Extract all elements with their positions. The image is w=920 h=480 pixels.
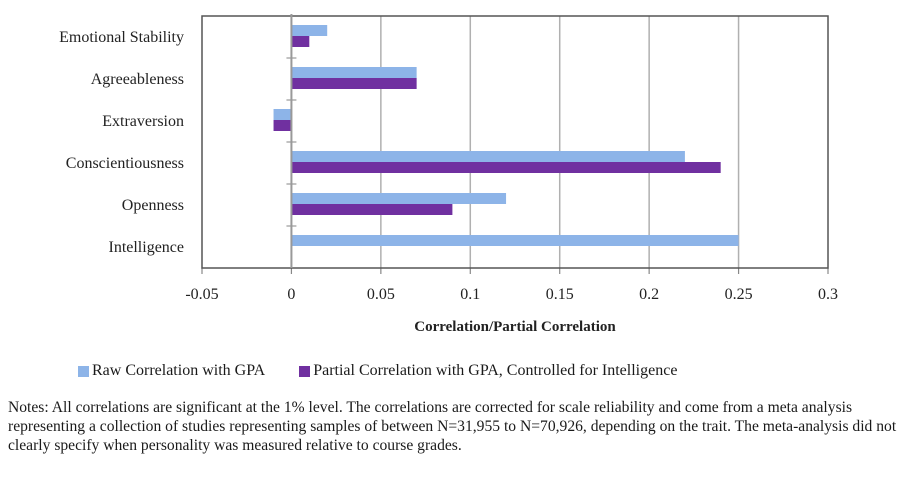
bar-chart: Emotional Stability Agreeableness Extraver… — [59, 14, 838, 335]
legend-item-partial: Partial Correlation with GPA, Controlled… — [299, 362, 677, 380]
axes — [201, 14, 829, 274]
legend-swatch-raw — [78, 365, 89, 377]
x-tick-label: 0.2 — [639, 286, 659, 303]
x-tick-label: 0.1 — [460, 286, 480, 303]
bars — [273, 25, 739, 246]
bar-raw — [291, 25, 328, 36]
bar-partial — [291, 78, 417, 89]
gridlines — [380, 16, 740, 268]
category-label: Intelligence — [108, 239, 184, 256]
legend-item-raw: Raw Correlation with GPA — [78, 362, 265, 380]
x-tick-label: -0.05 — [185, 286, 218, 303]
bar-raw — [291, 193, 507, 204]
category-label: Extraversion — [102, 113, 184, 130]
bar-raw — [291, 67, 417, 78]
category-label: Emotional Stability — [59, 29, 184, 46]
bar-partial — [291, 162, 721, 173]
category-label: Openness — [122, 197, 184, 214]
plot-border — [201, 15, 829, 269]
legend: Raw Correlation with GPA Partial Correla… — [78, 362, 711, 380]
x-axis-title: Correlation/Partial Correlation — [414, 319, 616, 335]
category-label: Agreeableness — [91, 71, 184, 88]
x-tick-label: 0.15 — [546, 286, 574, 303]
legend-label-partial: Partial Correlation with GPA, Controlled… — [313, 362, 678, 379]
bar-partial — [273, 120, 292, 131]
legend-swatch-partial — [299, 365, 311, 377]
x-tick-label: 0 — [287, 286, 295, 303]
x-tick-label: 0.05 — [367, 286, 395, 303]
bar-raw — [273, 109, 292, 120]
bar-raw — [291, 151, 685, 162]
x-tick-label: 0.3 — [818, 286, 838, 303]
legend-label-raw: Raw Correlation with GPA — [92, 362, 266, 379]
bar-partial — [291, 204, 453, 215]
category-labels: Emotional Stability Agreeableness Extraver… — [59, 29, 184, 256]
x-tick-label: 0.25 — [725, 286, 753, 303]
bar-partial — [291, 36, 310, 47]
category-label: Conscientiousness — [66, 155, 184, 172]
notes-text: Notes: All correlations are significant … — [8, 399, 897, 454]
tick-labels: -0.05 0 0.05 0.1 0.15 0.2 0.25 0.3 — [185, 286, 838, 303]
bar-raw — [291, 235, 739, 246]
